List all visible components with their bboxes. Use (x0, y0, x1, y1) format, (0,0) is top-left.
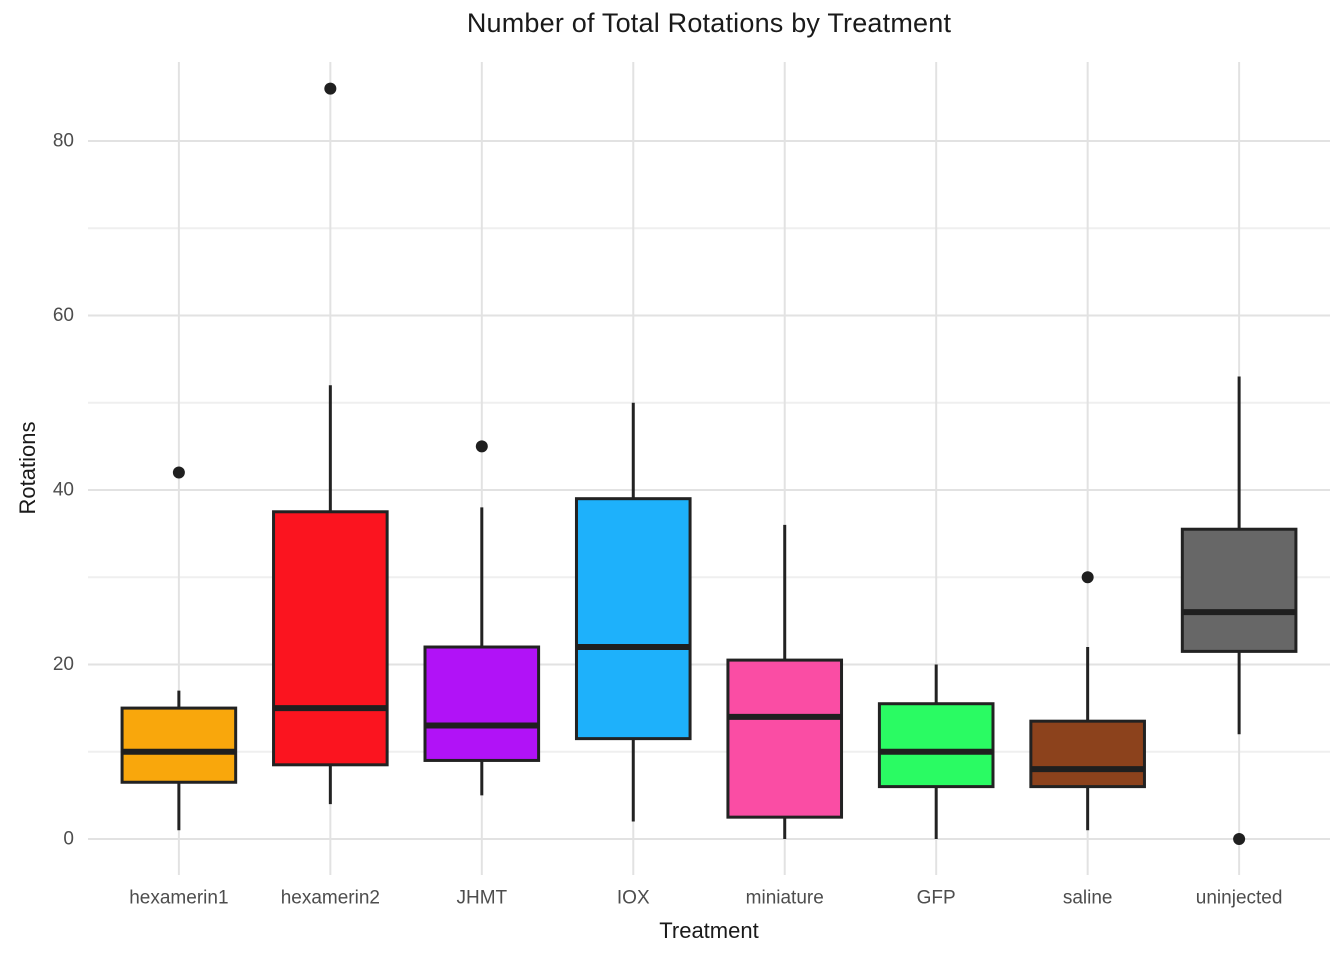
box-miniature (726, 658, 844, 819)
outlier-uninjected-0 (1233, 832, 1246, 845)
x-tick-label-IOX: IOX (617, 888, 650, 909)
y-tick-label-20: 20 (53, 654, 74, 675)
chart-title: Number of Total Rotations by Treatment (466, 8, 952, 38)
box-GFP (877, 702, 995, 789)
outlier-hexamerin2-86 (324, 82, 337, 95)
x-tick-label-hexamerin1: hexamerin1 (129, 888, 228, 909)
outlier-hexamerin1-42 (172, 466, 185, 479)
box-uninjected (1180, 527, 1298, 653)
y-tick-label-80: 80 (53, 130, 74, 151)
box-hexamerin1 (120, 706, 238, 784)
x-tick-label-saline: saline (1063, 888, 1113, 909)
y-tick-label-60: 60 (53, 305, 74, 326)
box-saline (1029, 719, 1146, 789)
x-axis-title: Treatment (659, 918, 759, 943)
outlier-saline-30 (1081, 571, 1094, 584)
y-tick-label-40: 40 (53, 479, 74, 500)
outlier-JHMT-45 (475, 440, 488, 453)
box-hexamerin2 (272, 510, 389, 767)
x-tick-label-hexamerin2: hexamerin2 (281, 888, 380, 909)
box-IOX (574, 497, 692, 741)
box-JHMT (423, 645, 541, 762)
x-tick-label-GFP: GFP (917, 888, 956, 909)
x-tick-label-uninjected: uninjected (1196, 888, 1283, 909)
x-tick-label-miniature: miniature (746, 888, 824, 909)
x-tick-label-JHMT: JHMT (456, 888, 507, 909)
y-tick-label-0: 0 (63, 828, 74, 849)
